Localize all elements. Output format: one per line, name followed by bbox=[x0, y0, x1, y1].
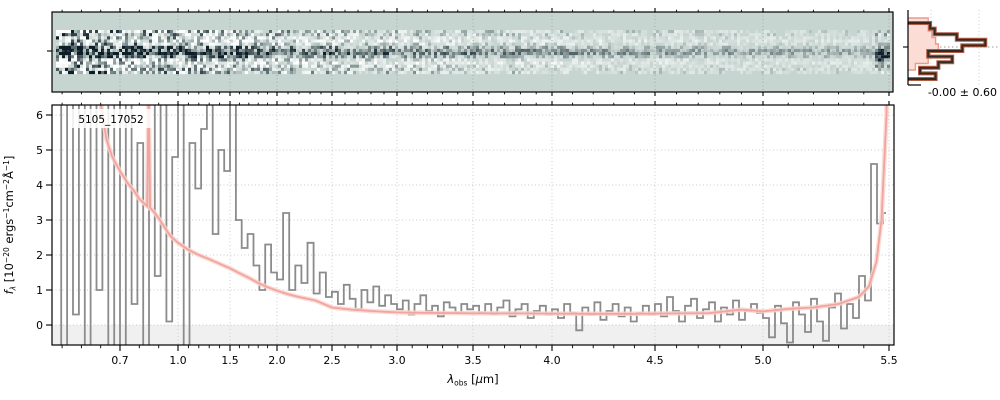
x-tick-label: 2.0 bbox=[268, 354, 285, 367]
y-tick-label: 4 bbox=[36, 179, 43, 192]
below-zero-shade bbox=[52, 325, 894, 345]
data-histogram-line bbox=[908, 22, 987, 80]
panel-2d-spectrum bbox=[47, 8, 894, 96]
clipped-series bbox=[60, 105, 889, 345]
model-histogram-fill bbox=[908, 18, 939, 70]
x-tick-label: 4.0 bbox=[543, 354, 560, 367]
source-id-label: 5105_17052 bbox=[78, 114, 143, 126]
x-tick-label: 1.5 bbox=[221, 354, 238, 367]
y-tick-label: 5 bbox=[36, 144, 43, 157]
y-tick-label: 0 bbox=[36, 319, 43, 332]
residual-stats-label: -0.00 ± 0.60 bbox=[928, 86, 997, 99]
x-tick-label: 4.5 bbox=[646, 354, 663, 367]
y-tick-label: 2 bbox=[36, 249, 43, 262]
y-tick-label: 3 bbox=[36, 214, 43, 227]
y-tick-label: 6 bbox=[36, 109, 43, 122]
x-tick-label: 3.0 bbox=[388, 354, 405, 367]
source-id-label-box bbox=[70, 109, 152, 128]
heatmap-cells bbox=[56, 30, 890, 75]
x-tick-label: 5.5 bbox=[880, 354, 897, 367]
panel-1d-spectrum: 0.7 1.0 1.5 2.0 2.5 3.0 3.5 4.0 4.5 5.0 5.5 0 1 2 3 4 5 6… bbox=[1, 101, 898, 388]
y-tick-label: 1 bbox=[36, 284, 43, 297]
model-spectrum-line bbox=[99, 105, 888, 315]
x-tick-label: 0.7 bbox=[111, 354, 128, 367]
panel-residual-histogram bbox=[903, 10, 998, 86]
x-tick-label: 3.5 bbox=[464, 354, 481, 367]
x-axis-label: λobs [μm] bbox=[446, 372, 498, 388]
y-axis-label: fλ [10−20 ergs−1cm−2Å−1] bbox=[1, 156, 18, 295]
x-tick-label: 5.0 bbox=[754, 354, 771, 367]
x-tick-label: 2.5 bbox=[323, 354, 340, 367]
x-tick-label: 1.0 bbox=[169, 354, 186, 367]
